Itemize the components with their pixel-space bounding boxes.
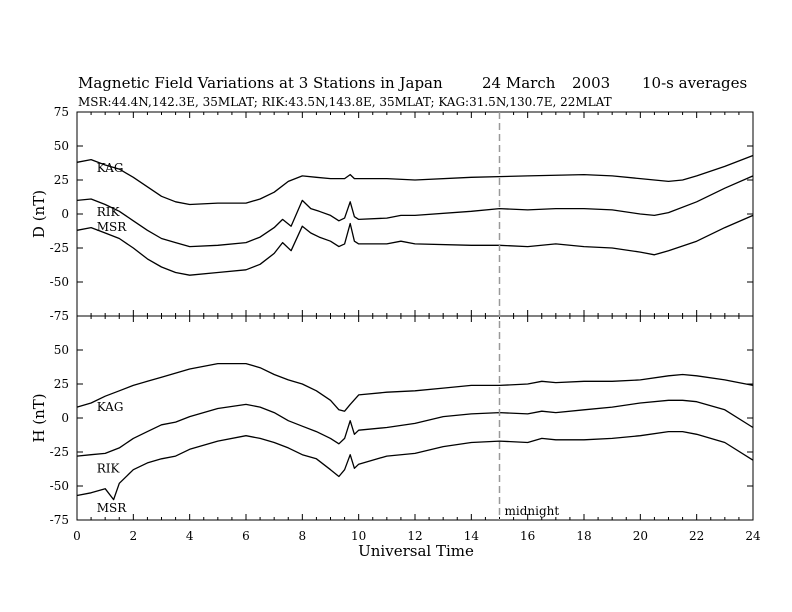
panel-H-ytick-label: -75: [50, 513, 69, 527]
x-tick-label: 16: [520, 529, 535, 543]
panel-H-ytick-label: -50: [50, 479, 69, 493]
series-line-H-kag: [76, 362, 754, 412]
panel-D-ytick-label: 75: [54, 105, 69, 119]
x-tick-label: 12: [407, 529, 422, 543]
panel-H-ytick-label: 0: [61, 411, 69, 425]
chart-year: 2003: [572, 74, 610, 92]
chart-date: 24 March: [482, 74, 556, 92]
panel-H-ytick-label: 50: [54, 343, 69, 357]
x-tick-label: 4: [186, 529, 194, 543]
series-label-H-kag: KAG: [97, 400, 124, 414]
chart-subtitle: MSR:44.4N,142.3E, 35MLAT; RIK:43.5N,143.…: [78, 95, 612, 109]
panel-D-ylabel: D (nT): [30, 190, 48, 238]
x-tick-label: 8: [299, 529, 307, 543]
midnight-marker-label: midnight: [505, 504, 560, 518]
x-tick-label: 22: [689, 529, 704, 543]
x-tick-label: 2: [130, 529, 138, 543]
panel-H-ylabel: H (nT): [30, 393, 48, 442]
x-tick-label: 6: [242, 529, 250, 543]
panel-D-frame: [76, 111, 754, 317]
series-label-H-msr: MSR: [97, 501, 128, 515]
series-label-D-kag: KAG: [97, 161, 124, 175]
panel-D-ytick-label: -50: [50, 275, 69, 289]
x-tick-label: 14: [464, 529, 480, 543]
x-tick-label: 18: [576, 529, 591, 543]
chart-averaging: 10-s averages: [642, 74, 747, 92]
panel-H-frame: [76, 315, 754, 521]
panel-H-ytick-label: 25: [54, 377, 69, 391]
panel-D-ytick-label: 0: [61, 207, 69, 221]
series-line-H-rik: [76, 399, 754, 457]
panel-D-ytick-label: 50: [54, 139, 69, 153]
x-tick-label: 10: [351, 529, 366, 543]
series-label-H-rik: RIK: [97, 461, 121, 475]
panel-D-ytick-label: 25: [54, 173, 69, 187]
x-tick-label: 24: [745, 529, 761, 543]
series-line-D-msr: [76, 214, 754, 276]
x-tick-label: 20: [633, 529, 648, 543]
x-axis-label: Universal Time: [358, 542, 474, 560]
series-line-D-kag: [76, 154, 754, 206]
x-tick-label: 0: [73, 529, 81, 543]
series-line-H-msr: [76, 430, 754, 501]
chart-title: Magnetic Field Variations at 3 Stations …: [78, 74, 443, 92]
panel-D-ytick-label: -25: [50, 241, 69, 255]
series-label-D-msr: MSR: [97, 220, 128, 234]
panel-H-ytick-label: -25: [50, 445, 69, 459]
panel-D-ytick-label: -75: [50, 309, 69, 323]
series-line-D-rik: [76, 175, 754, 248]
series-label-D-rik: RIK: [97, 205, 121, 219]
